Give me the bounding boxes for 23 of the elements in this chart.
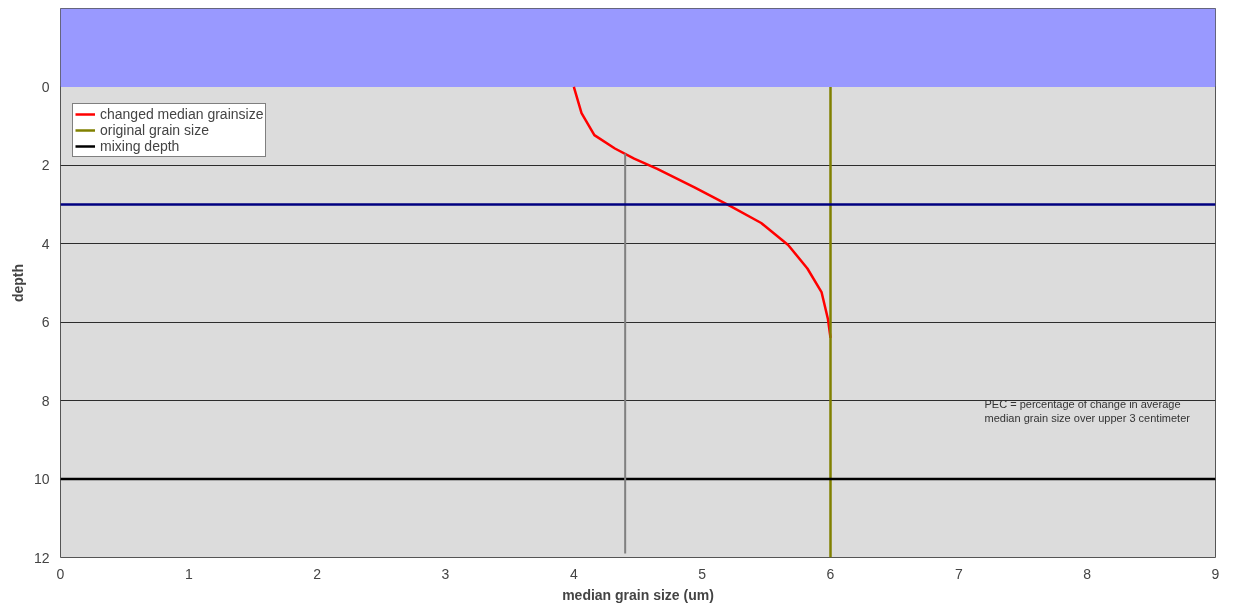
y-tick-label: 6: [41, 314, 50, 331]
y-axis-title: depth: [9, 263, 26, 303]
y-tick-label: 10: [33, 471, 50, 488]
y-tick-label: 12: [33, 549, 50, 566]
annotation: PEC = percentage of change in average median grain size over upper 3 centimeter: [984, 397, 1191, 425]
legend-label: original grain size: [100, 122, 209, 138]
x-tick-label: 6: [826, 565, 835, 582]
legend-label: mixing depth: [100, 138, 180, 154]
y-tick-label: 8: [41, 392, 50, 409]
x-tick-label: 8: [1083, 565, 1092, 582]
x-tick-label: 9: [1211, 565, 1220, 582]
x-tick-label: 2: [313, 565, 322, 582]
x-tick-label: 7: [954, 565, 963, 582]
x-tick-label: 3: [441, 565, 450, 582]
x-tick-label: 4: [569, 565, 578, 582]
x-tick-label: 5: [698, 565, 707, 582]
x-axis-title: median grain size (um): [562, 586, 714, 603]
y-tick-label: 2: [41, 157, 50, 174]
legend-label: changed median grainsize: [100, 106, 264, 122]
y-tick-label: 0: [41, 78, 50, 95]
x-tick-label: 0: [56, 565, 65, 582]
y-tick-label: 4: [41, 235, 50, 252]
x-tick-label: 1: [184, 565, 193, 582]
